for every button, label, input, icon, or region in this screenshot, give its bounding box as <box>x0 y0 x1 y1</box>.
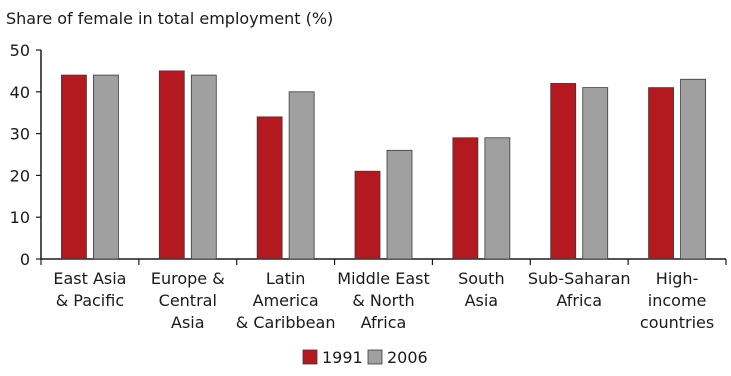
legend-swatch-2006 <box>367 349 383 365</box>
category-label: & Caribbean <box>236 313 336 332</box>
y-tick-label: 0 <box>20 250 30 269</box>
category-label: Europe & <box>151 269 225 288</box>
bar-1991-4 <box>452 137 479 260</box>
bar-2006-1 <box>190 74 217 260</box>
category-label: Africa <box>556 291 602 310</box>
category-label: High- <box>656 269 699 288</box>
y-tick-label: 40 <box>10 83 30 102</box>
bar-2006-6 <box>680 78 706 260</box>
category-label: Latin <box>266 269 306 288</box>
category-label: & North <box>352 291 414 310</box>
category-labels: East Asia & Pacific Europe & Central Asia Lat… <box>53 269 714 332</box>
category-label: & Pacific <box>56 291 124 310</box>
y-tick-label: 50 <box>10 41 30 60</box>
bar-2006-4 <box>484 137 511 260</box>
y-axis: 0 10 20 30 40 50 <box>10 41 42 269</box>
bar-1991-5 <box>550 83 577 260</box>
category-label: South <box>458 269 505 288</box>
bars <box>61 70 706 260</box>
bar-1991-3 <box>354 170 381 260</box>
legend-swatch-1991 <box>302 349 318 365</box>
y-tick-label: 30 <box>10 125 30 144</box>
category-label: Africa <box>361 313 407 332</box>
bar-1991-2 <box>256 116 283 260</box>
bar-2006-3 <box>386 149 413 260</box>
x-axis <box>40 258 727 265</box>
category-label: East Asia <box>53 269 126 288</box>
category-label: Central <box>159 291 217 310</box>
category-label: Asia <box>171 313 205 332</box>
bar-2006-2 <box>288 91 315 260</box>
category-label: countries <box>640 313 714 332</box>
y-tick-label: 10 <box>10 208 30 227</box>
y-tick-label: 20 <box>10 166 30 185</box>
category-label: Asia <box>465 291 499 310</box>
bar-1991-0 <box>61 74 87 260</box>
chart-title: Share of female in total employment (%) <box>6 9 333 28</box>
category-label: income <box>648 291 707 310</box>
bar-1991-6 <box>648 87 674 260</box>
category-label: Middle East <box>337 269 429 288</box>
bar-2006-5 <box>582 87 609 260</box>
legend: 1991 2006 <box>302 348 428 367</box>
category-label: Sub-Saharan <box>528 269 631 288</box>
bar-2006-0 <box>93 74 119 260</box>
category-label: America <box>253 291 319 310</box>
legend-label-1991: 1991 <box>322 348 363 367</box>
bar-1991-1 <box>158 70 185 260</box>
legend-label-2006: 2006 <box>387 348 428 367</box>
